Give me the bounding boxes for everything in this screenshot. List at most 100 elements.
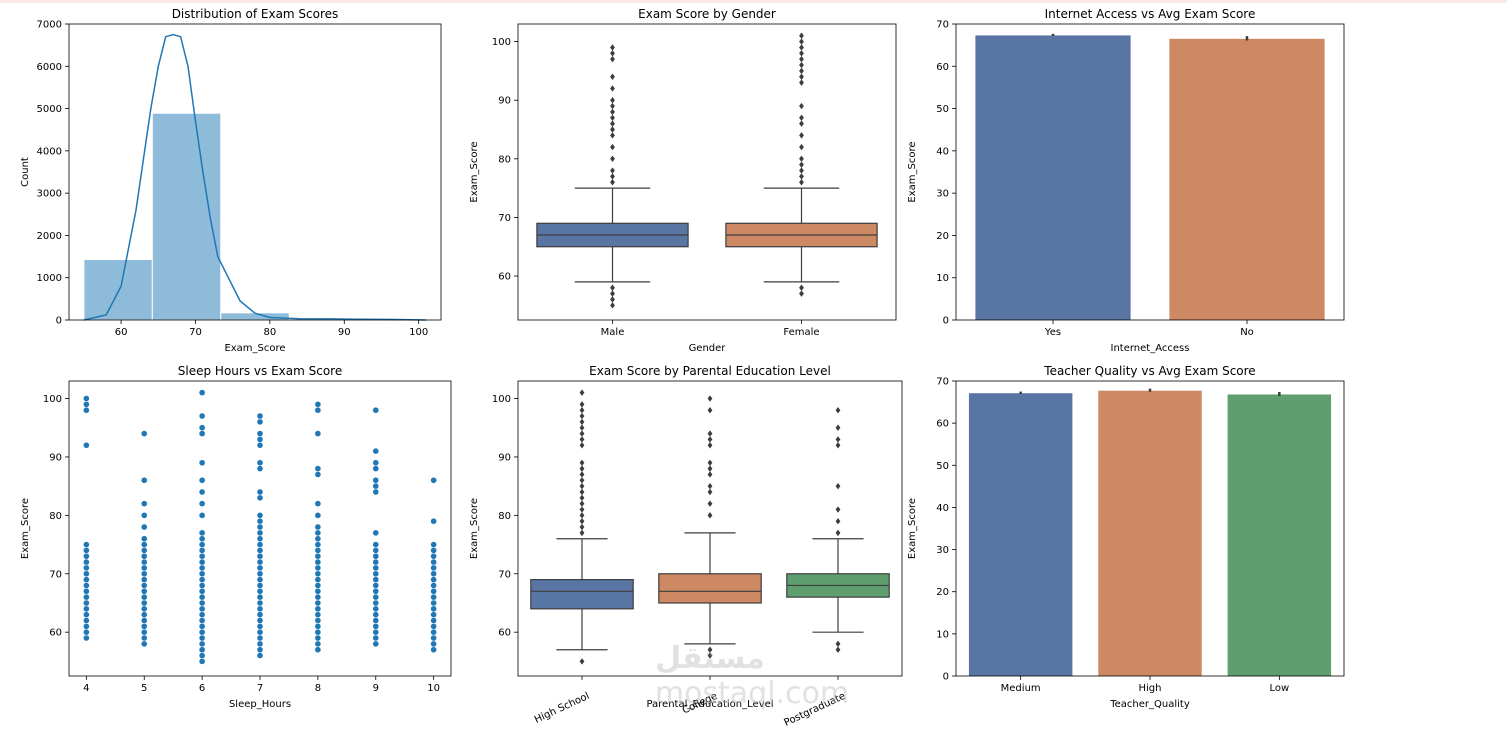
y-tick-label: 80: [498, 511, 511, 522]
scatter-point: [141, 512, 148, 519]
outlier-point: [579, 512, 585, 519]
y-tick-label: 20: [936, 231, 949, 242]
scatter-point: [83, 617, 90, 624]
scatter-point: [198, 535, 206, 542]
outlier-point: [579, 389, 585, 396]
y-tick-label: 60: [49, 628, 62, 639]
scatter-point: [314, 605, 322, 613]
scatter-point: [256, 436, 264, 443]
x-axis-label: Sleep_Hours: [229, 699, 291, 710]
scatter-point: [372, 605, 379, 613]
scatter-point: [314, 553, 322, 560]
y-tick-label: 0: [56, 316, 62, 327]
scatter-point: [83, 628, 90, 636]
scatter-point: [83, 442, 90, 449]
scatter-point: [83, 541, 90, 548]
scatter-point: [372, 570, 379, 577]
scatter-point: [141, 564, 148, 572]
scatter-point: [198, 541, 206, 548]
y-tick-label: 90: [498, 452, 511, 463]
scatter-point: [83, 588, 90, 595]
scatter-point: [372, 599, 379, 607]
y-tick-label: 100: [492, 394, 511, 405]
x-tick-label: 7: [257, 683, 263, 694]
watermark-arabic: مستقل: [655, 641, 765, 676]
y-tick-label: 4000: [37, 146, 62, 157]
bar-low: [1227, 394, 1332, 676]
scatter-point: [430, 517, 437, 525]
scatter-point: [141, 593, 148, 601]
scatter-point: [314, 593, 322, 601]
scatter-point: [314, 523, 322, 531]
outlier-point: [579, 494, 585, 502]
outlier-point: [707, 407, 713, 414]
y-tick-label: 10: [936, 273, 949, 284]
scatter-point: [141, 599, 148, 607]
scatter-point: [256, 442, 264, 449]
chart-title: Internet Access vs Avg Exam Score: [1045, 7, 1256, 21]
scatter-point: [83, 558, 90, 566]
scatter-point: [256, 593, 264, 601]
outlier-point: [799, 161, 804, 168]
outlier-point: [707, 646, 713, 653]
scatter-point: [430, 640, 437, 648]
scatter-point: [372, 628, 379, 636]
scatter-point: [198, 547, 206, 554]
iqr-box: [530, 579, 634, 610]
y-tick-label: 1000: [37, 273, 62, 284]
scatter-point: [198, 617, 206, 624]
bar-high: [1098, 390, 1202, 676]
y-tick-label: 50: [936, 104, 949, 115]
outlier-point: [579, 459, 585, 466]
outlier-point: [799, 38, 804, 45]
scatter-point: [198, 412, 206, 420]
outlier-point: [799, 114, 804, 121]
scatter-point: [372, 588, 379, 595]
x-tick-label: Female: [783, 327, 819, 338]
chart-title: Sleep Hours vs Exam Score: [178, 364, 342, 378]
scatter-point: [314, 570, 322, 577]
outlier-point: [799, 50, 804, 57]
outlier-point: [579, 442, 585, 449]
outlier-point: [579, 477, 585, 484]
scatter-point: [430, 477, 437, 484]
y-tick-label: 60: [498, 628, 511, 639]
axes-frame: [955, 23, 1345, 321]
outlier-point: [707, 430, 713, 437]
scatter-point: [83, 599, 90, 607]
outlier-point: [610, 167, 615, 174]
scatter-point: [430, 593, 437, 601]
scatter-point: [256, 576, 264, 583]
scatter-point: [372, 482, 379, 490]
scatter-point: [314, 558, 322, 566]
outlier-point: [579, 482, 585, 490]
scatter-point: [314, 547, 322, 554]
outlier-point: [579, 424, 585, 431]
scatter-point: [314, 582, 322, 589]
scatter-point: [141, 634, 148, 642]
outlier-point: [835, 517, 841, 525]
outlier-point: [707, 512, 713, 519]
scatter-point: [372, 477, 379, 484]
outlier-point: [707, 652, 713, 659]
y-tick-label: 70: [49, 569, 62, 580]
scatter-point: [198, 623, 206, 630]
scatter-point: [314, 401, 322, 408]
outlier-point: [799, 79, 804, 86]
y-tick-label: 70: [936, 377, 949, 388]
x-tick-label: Male: [601, 327, 625, 338]
scatter-point: [372, 407, 379, 414]
x-tick-label: 6: [199, 683, 205, 694]
scatter-point: [256, 617, 264, 624]
y-tick-label: 50: [936, 461, 949, 472]
top-strip: [0, 0, 1507, 3]
scatter-point: [256, 611, 264, 618]
scatter-point: [314, 500, 322, 507]
scatter-point: [256, 599, 264, 607]
axes-frame: [955, 380, 1345, 677]
scatter-point: [83, 401, 90, 408]
scatter-point: [256, 412, 264, 420]
outlier-point: [610, 108, 615, 116]
scatter-point: [314, 512, 322, 519]
outlier-point: [707, 488, 713, 496]
